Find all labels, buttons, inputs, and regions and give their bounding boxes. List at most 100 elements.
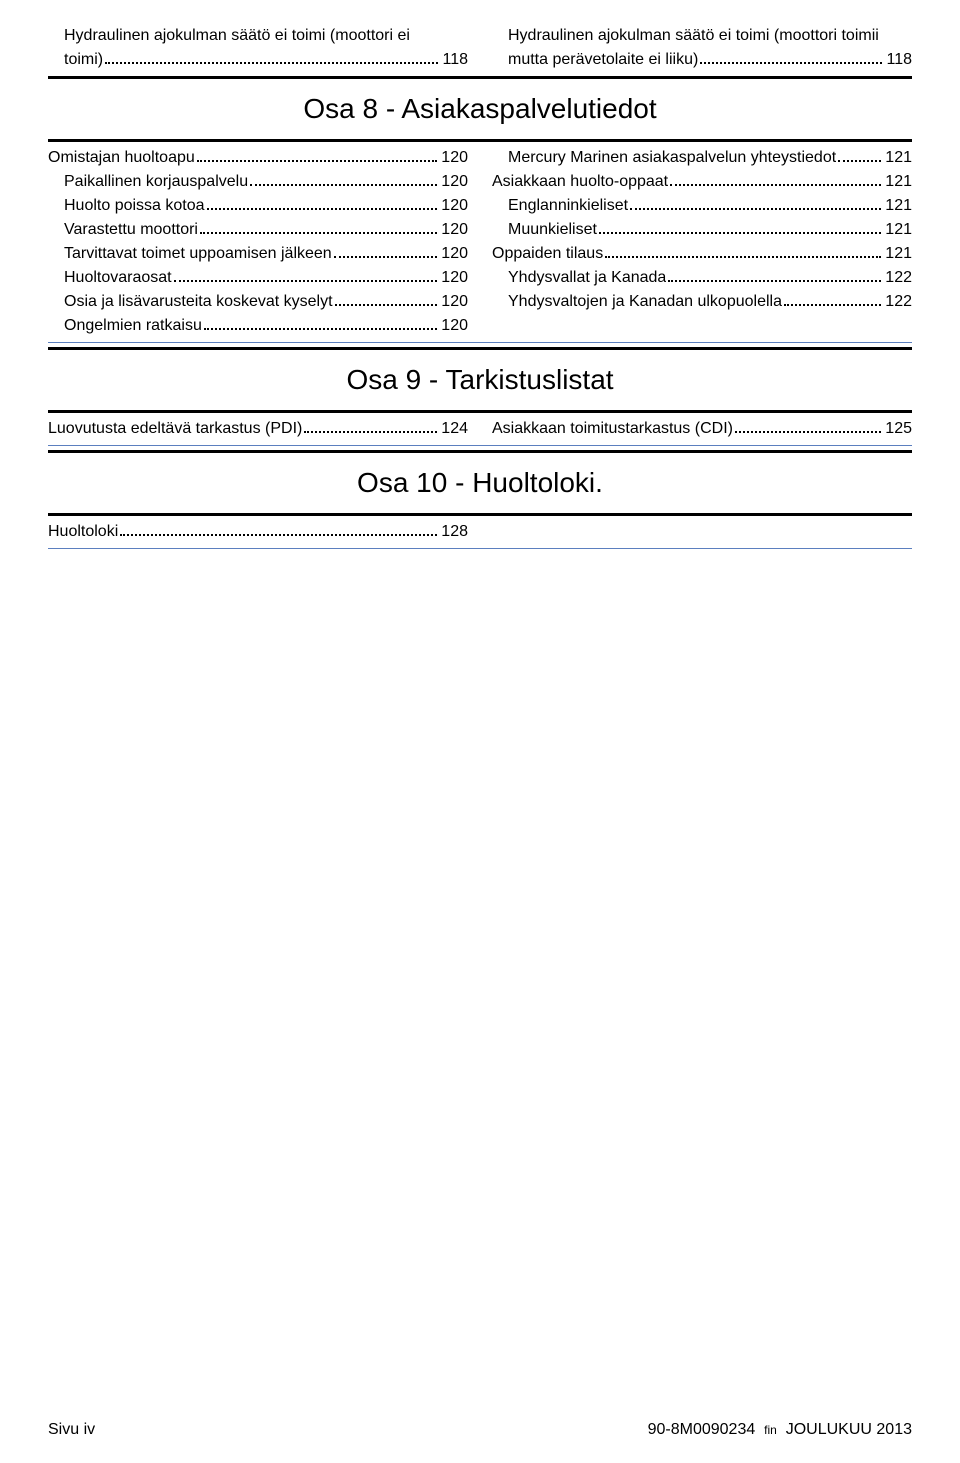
toc-dots: [105, 52, 438, 64]
toc-page: 121: [885, 146, 912, 170]
toc-col-right: Asiakkaan toimitustarkastus (CDI) 125: [492, 417, 912, 441]
toc-row: Tarvittavat toimet uppoamisen jälkeen120: [48, 242, 468, 266]
rule: [48, 513, 912, 516]
rule: [48, 347, 912, 350]
toc-label: Hydraulinen ajokulman säätö ei toimi (mo…: [64, 24, 410, 48]
toc-row: Huolto poissa kotoa120: [48, 194, 468, 218]
rule: [48, 410, 912, 413]
toc-dots: [335, 294, 438, 306]
toc-dots: [200, 222, 437, 234]
toc-row: Oppaiden tilaus 121: [492, 242, 912, 266]
section-heading: Osa 8 - Asiakaspalvelutiedot: [48, 93, 912, 125]
rule-thin: [48, 548, 912, 549]
toc-dots: [204, 318, 437, 330]
rule: [48, 450, 912, 453]
toc-label: Oppaiden tilaus: [492, 242, 603, 266]
toc-page: 121: [885, 218, 912, 242]
toc-dots: [838, 150, 881, 162]
section10-cols: Huoltoloki 128: [48, 520, 912, 544]
toc-row: Hydraulinen ajokulman säätö ei toimi (mo…: [492, 24, 912, 48]
top-right-col: Hydraulinen ajokulman säätö ei toimi (mo…: [492, 24, 912, 72]
toc-row: Yhdysvaltojen ja Kanadan ulkopuolella 122: [492, 290, 912, 314]
toc-dots: [630, 198, 881, 210]
toc-row: mutta perävetolaite ei liiku) 118: [492, 48, 912, 72]
toc-col-left: Luovutusta edeltävä tarkastus (PDI) 124: [48, 417, 468, 441]
page-footer: Sivu iv 90-8M0090234 fin JOULUKUU 2013: [48, 1421, 912, 1439]
toc-row: toimi) 118: [48, 48, 468, 72]
section-heading: Osa 10 - Huoltoloki.: [48, 467, 912, 499]
toc-dots: [700, 52, 882, 64]
toc-row: Luovutusta edeltävä tarkastus (PDI) 124: [48, 417, 468, 441]
toc-label: Varastettu moottori: [64, 218, 198, 242]
toc-page: 120: [441, 170, 468, 194]
toc-page: 120: [441, 194, 468, 218]
toc-label: Hydraulinen ajokulman säätö ei toimi (mo…: [508, 24, 879, 48]
toc-page: 124: [441, 417, 468, 441]
toc-dots: [197, 150, 438, 162]
toc-row: Paikallinen korjauspalvelu 120: [48, 170, 468, 194]
toc-row: Asiakkaan toimitustarkastus (CDI) 125: [492, 417, 912, 441]
toc-page: 125: [885, 417, 912, 441]
toc-row: Huoltovaraosat 120: [48, 266, 468, 290]
footer-code: 90-8M0090234: [648, 1421, 756, 1438]
toc-dots: [207, 198, 438, 210]
toc-dots: [670, 174, 881, 186]
toc-label: Englanninkieliset: [508, 194, 628, 218]
toc-page: 120: [441, 266, 468, 290]
toc-row: Omistajan huoltoapu 120: [48, 146, 468, 170]
footer-lang: fin: [764, 1423, 777, 1437]
toc-row: Varastettu moottori 120: [48, 218, 468, 242]
toc-label: Huoltovaraosat: [64, 266, 172, 290]
toc-dots: [599, 222, 881, 234]
toc-col-right: [492, 520, 912, 544]
toc-page: 120: [441, 218, 468, 242]
rule: [48, 76, 912, 79]
toc-label: Yhdysvaltojen ja Kanadan ulkopuolella: [508, 290, 782, 314]
toc-page: 120: [441, 146, 468, 170]
toc-label: Paikallinen korjauspalvelu: [64, 170, 248, 194]
toc-dots: [784, 294, 881, 306]
toc-row: Mercury Marinen asiakaspalvelun yhteysti…: [492, 146, 912, 170]
section8-cols: Omistajan huoltoapu120Paikallinen korjau…: [48, 146, 912, 338]
toc-page: 118: [886, 48, 912, 72]
toc-page: 122: [885, 266, 912, 290]
toc-label: Asiakkaan toimitustarkastus (CDI): [492, 417, 733, 441]
footer-right: 90-8M0090234 fin JOULUKUU 2013: [648, 1421, 912, 1439]
toc-label: Ongelmien ratkaisu: [64, 314, 202, 338]
toc-dots: [735, 421, 881, 433]
toc-row: Hydraulinen ajokulman säätö ei toimi (mo…: [48, 24, 468, 48]
toc-dots: [174, 270, 438, 282]
toc-label: Omistajan huoltoapu: [48, 146, 195, 170]
footer-date: JOULUKUU 2013: [786, 1421, 912, 1438]
toc-row: Osia ja lisävarusteita koskevat kyselyt1…: [48, 290, 468, 314]
toc-row: Englanninkieliset 121: [492, 194, 912, 218]
rule-thin: [48, 445, 912, 446]
toc-label: Mercury Marinen asiakaspalvelun yhteysti…: [508, 146, 836, 170]
toc-dots: [304, 421, 437, 433]
toc-label: Asiakkaan huolto-oppaat: [492, 170, 668, 194]
toc-row: Yhdysvallat ja Kanada 122: [492, 266, 912, 290]
toc-label: mutta perävetolaite ei liiku): [508, 48, 698, 72]
toc-page: 128: [441, 520, 468, 544]
toc-label: Luovutusta edeltävä tarkastus (PDI): [48, 417, 302, 441]
toc-dots: [250, 174, 437, 186]
toc-label: toimi): [64, 48, 103, 72]
toc-label: Muunkieliset: [508, 218, 597, 242]
toc-page: 120: [441, 314, 468, 338]
toc-page: 121: [885, 194, 912, 218]
toc-page: 118: [442, 48, 468, 72]
toc-dots: [334, 246, 438, 258]
toc-page: 121: [885, 170, 912, 194]
section-heading: Osa 9 - Tarkistuslistat: [48, 364, 912, 396]
toc-label: Yhdysvallat ja Kanada: [508, 266, 666, 290]
toc-label: Osia ja lisävarusteita koskevat kyselyt: [64, 290, 333, 314]
toc-page: 122: [885, 290, 912, 314]
toc-label: Huoltoloki: [48, 520, 118, 544]
rule: [48, 139, 912, 142]
toc-label: Tarvittavat toimet uppoamisen jälkeen: [64, 242, 332, 266]
rule-thin: [48, 342, 912, 343]
top-left-col: Hydraulinen ajokulman säätö ei toimi (mo…: [48, 24, 468, 72]
toc-page: 121: [885, 242, 912, 266]
top-block: Hydraulinen ajokulman säätö ei toimi (mo…: [48, 24, 912, 72]
toc-dots: [605, 246, 881, 258]
